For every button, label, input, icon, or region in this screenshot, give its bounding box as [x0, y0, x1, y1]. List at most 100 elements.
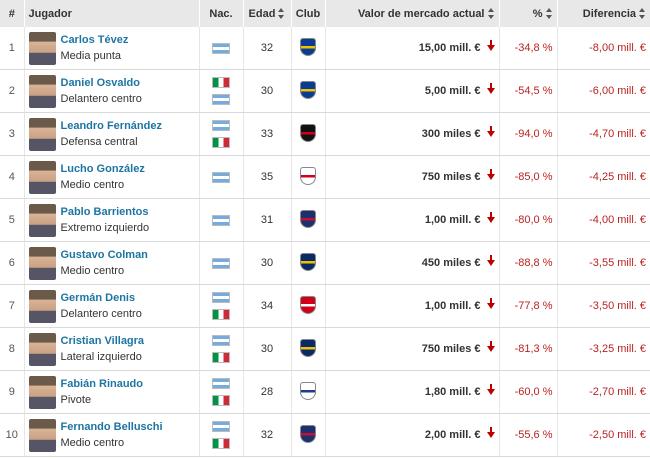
player-cell: Lucho González Medio centro: [24, 155, 200, 199]
club-cell: [291, 241, 326, 285]
age-value: 30: [243, 69, 292, 113]
player-name-link[interactable]: Fabián Rinaudo: [60, 378, 144, 390]
value-difference: -2,70 mill. €: [557, 370, 650, 414]
argentina-flag-icon: [212, 42, 230, 54]
age-value: 30: [243, 241, 292, 285]
san-lorenzo-crest-icon[interactable]: [300, 424, 316, 443]
club-cell: [291, 155, 326, 199]
rosario-central-crest-icon[interactable]: [300, 252, 316, 271]
argentina-flag-icon: [212, 94, 230, 105]
player-position: Defensa central: [60, 136, 138, 148]
nationality-cell: [199, 241, 244, 285]
rank-number: 8: [0, 327, 25, 371]
table-row: 6 Gustavo Colman Medio centro 30 450 mil…: [0, 241, 650, 285]
market-value-cell: 5,00 mill. €: [325, 69, 500, 113]
player-cell: Pablo Barrientos Extremo izquierdo: [24, 198, 200, 242]
player-cell: Daniel Osvaldo Delantero centro: [24, 69, 200, 113]
player-photo[interactable]: [28, 375, 56, 409]
argentina-flag-icon: [212, 378, 230, 389]
player-cell: Fabián Rinaudo Pivote: [24, 370, 200, 414]
player-photo[interactable]: [28, 246, 56, 280]
table-row: 4 Lucho González Medio centro 35 750 mil…: [0, 155, 650, 199]
boca-juniors-crest-icon[interactable]: [300, 37, 316, 56]
market-value-cell: 450 miles €: [325, 241, 500, 285]
percent-change: -77,8 %: [499, 284, 558, 328]
percent-change: -81,3 %: [499, 327, 558, 371]
argentina-flag-icon: [212, 214, 230, 226]
italy-flag-icon: [212, 309, 230, 320]
table-row: 1 Carlos Tévez Media punta 32 15,00 mill…: [0, 27, 650, 70]
nationality-cell: [199, 112, 244, 156]
player-position: Medio centro: [60, 179, 125, 191]
value-difference: -4,70 mill. €: [557, 112, 650, 156]
player-position: Medio centro: [60, 265, 125, 277]
market-value-cell: 750 miles €: [325, 155, 500, 199]
value-decrease-arrow-icon: [486, 298, 495, 310]
player-photo[interactable]: [28, 332, 56, 366]
sort-icon[interactable]: [278, 8, 285, 20]
value-decrease-arrow-icon: [486, 169, 495, 181]
market-value-header-label: Valor de mercado actual: [357, 7, 485, 20]
club-cell: [291, 370, 326, 414]
player-photo[interactable]: [28, 117, 56, 151]
nationality-cell: [199, 69, 244, 113]
player-name-link[interactable]: Lucho González: [60, 163, 145, 175]
market-value-cell: 2,00 mill. €: [325, 413, 500, 457]
player-name-link[interactable]: Cristian Villagra: [60, 335, 145, 347]
column-header-percent[interactable]: %: [499, 0, 558, 27]
sort-icon[interactable]: [545, 8, 553, 20]
nationality-cell: [199, 27, 244, 70]
nationality-cell: [199, 413, 244, 457]
player-name-link[interactable]: Fernando Belluschi: [60, 421, 163, 433]
age-value: 30: [243, 327, 292, 371]
percent-change: -34,8 %: [499, 27, 558, 70]
player-name-link[interactable]: Germán Denis: [60, 292, 136, 304]
age-value: 34: [243, 284, 292, 328]
column-header-market-value[interactable]: Valor de mercado actual: [325, 0, 500, 27]
independiente-crest-icon[interactable]: [300, 295, 316, 314]
table-row: 9 Fabián Rinaudo Pivote 28 1,80 mill. € …: [0, 370, 650, 414]
age-value: 31: [243, 198, 292, 242]
player-photo[interactable]: [28, 31, 56, 65]
player-position: Delantero centro: [60, 93, 142, 105]
market-value: 2,00 mill. €: [424, 429, 481, 441]
value-difference: -4,25 mill. €: [557, 155, 650, 199]
player-name-link[interactable]: Pablo Barrientos: [60, 206, 149, 218]
column-header-age[interactable]: Edad: [243, 0, 292, 27]
boca-juniors-crest-icon[interactable]: [300, 80, 316, 99]
age-value: 28: [243, 370, 292, 414]
club-cell: [291, 327, 326, 371]
player-photo[interactable]: [28, 74, 56, 108]
player-name-link[interactable]: Leandro Fernández: [60, 120, 162, 132]
column-header-number: #: [0, 0, 25, 27]
nationality-cell: [199, 155, 244, 199]
san-lorenzo-crest-icon[interactable]: [300, 209, 316, 228]
player-name-link[interactable]: Gustavo Colman: [60, 249, 148, 261]
market-value-cell: 15,00 mill. €: [325, 27, 500, 70]
player-name-link[interactable]: Daniel Osvaldo: [60, 77, 140, 89]
player-name-link[interactable]: Carlos Tévez: [60, 34, 129, 46]
player-photo[interactable]: [28, 289, 56, 323]
rank-number: 7: [0, 284, 25, 328]
table-row: 7 Germán Denis Delantero centro 34 1,00 …: [0, 284, 650, 328]
player-photo[interactable]: [28, 418, 56, 452]
sort-icon[interactable]: [487, 8, 495, 20]
newells-crest-icon[interactable]: [300, 123, 316, 142]
rosario-central-crest-icon[interactable]: [300, 338, 316, 357]
player-cell: Gustavo Colman Medio centro: [24, 241, 200, 285]
market-value-cell: 1,00 mill. €: [325, 198, 500, 242]
age-value: 32: [243, 413, 292, 457]
sort-icon[interactable]: [639, 8, 646, 20]
player-position: Delantero centro: [60, 308, 142, 320]
river-plate-crest-icon[interactable]: [300, 166, 316, 185]
age-value: 32: [243, 27, 292, 70]
age-value: 35: [243, 155, 292, 199]
player-photo[interactable]: [28, 160, 56, 194]
column-header-difference[interactable]: Diferencia: [557, 0, 650, 27]
percent-change: -88,8 %: [499, 241, 558, 285]
italy-flag-icon: [212, 438, 230, 449]
gimnasia-crest-icon[interactable]: [300, 381, 316, 400]
column-header-player: Jugador: [24, 0, 200, 27]
italy-flag-icon: [212, 77, 230, 88]
player-photo[interactable]: [28, 203, 56, 237]
